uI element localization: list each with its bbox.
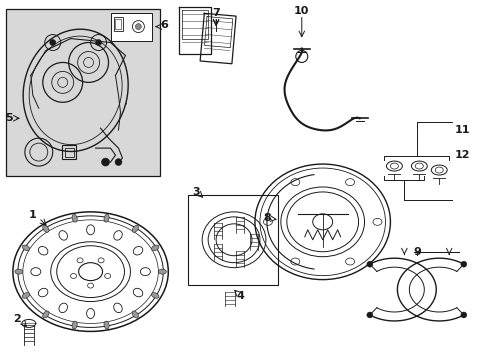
Text: 9: 9 bbox=[412, 247, 420, 257]
Ellipse shape bbox=[22, 245, 30, 251]
Text: 6: 6 bbox=[160, 19, 168, 30]
Ellipse shape bbox=[151, 293, 159, 298]
Bar bbox=[113, 17, 123, 31]
Circle shape bbox=[102, 158, 109, 166]
Ellipse shape bbox=[132, 225, 138, 232]
Ellipse shape bbox=[104, 321, 109, 329]
Circle shape bbox=[135, 24, 141, 30]
Text: 1: 1 bbox=[29, 210, 37, 220]
Circle shape bbox=[50, 40, 56, 45]
Ellipse shape bbox=[72, 214, 77, 222]
Ellipse shape bbox=[104, 214, 109, 222]
Ellipse shape bbox=[132, 311, 138, 318]
Circle shape bbox=[115, 159, 122, 166]
Ellipse shape bbox=[22, 293, 30, 298]
Text: 3: 3 bbox=[192, 187, 200, 197]
Ellipse shape bbox=[15, 269, 23, 274]
Text: 2: 2 bbox=[13, 314, 20, 324]
Text: 7: 7 bbox=[212, 8, 220, 18]
Circle shape bbox=[366, 312, 372, 318]
Ellipse shape bbox=[151, 245, 159, 251]
Bar bbox=[188, 195, 277, 285]
Circle shape bbox=[95, 40, 102, 45]
Bar bbox=[6, 9, 160, 176]
Text: 8: 8 bbox=[263, 213, 270, 223]
Text: 12: 12 bbox=[453, 150, 469, 160]
Ellipse shape bbox=[158, 269, 166, 274]
Ellipse shape bbox=[72, 321, 77, 329]
Circle shape bbox=[366, 261, 372, 267]
Bar bbox=[61, 145, 76, 159]
Ellipse shape bbox=[42, 311, 49, 318]
Ellipse shape bbox=[42, 225, 49, 232]
Circle shape bbox=[460, 312, 466, 318]
Bar bbox=[64, 148, 74, 157]
Bar bbox=[110, 13, 152, 41]
Text: 4: 4 bbox=[236, 291, 244, 301]
Text: 11: 11 bbox=[453, 125, 469, 135]
Text: 10: 10 bbox=[293, 6, 309, 15]
Circle shape bbox=[460, 261, 466, 267]
Text: 5: 5 bbox=[5, 113, 13, 123]
Bar bbox=[114, 19, 121, 28]
